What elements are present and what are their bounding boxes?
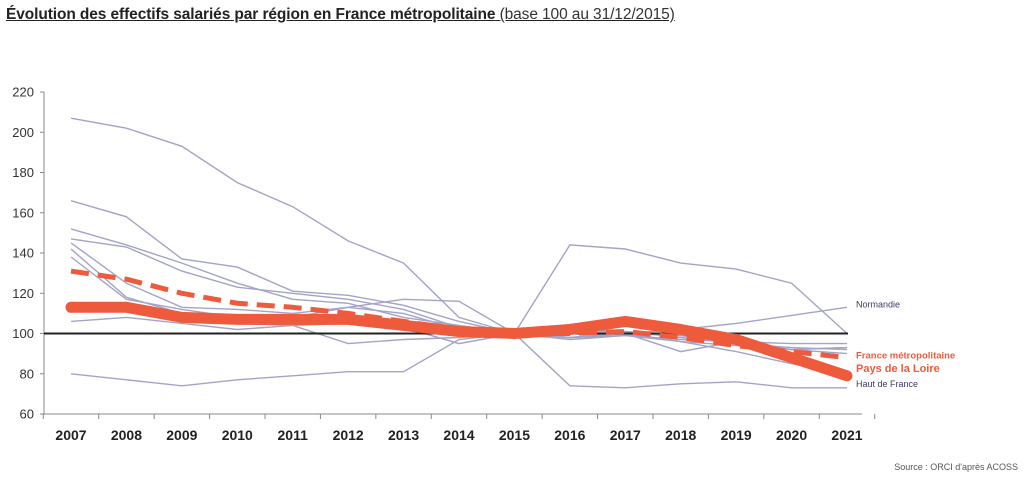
source-note: Source : ORCI d'après ACOSS	[894, 462, 1018, 472]
y-tick-label: 60	[20, 407, 34, 422]
x-tick-label: 2021	[831, 427, 862, 443]
x-tick-label: 2014	[443, 427, 474, 443]
chart-title: Évolution des effectifs salariés par rég…	[6, 6, 675, 24]
series-label-haut-de-france: Haut de France	[856, 379, 918, 389]
x-tick-label: 2017	[610, 427, 641, 443]
y-tick-label: 140	[12, 246, 34, 261]
x-tick-label: 2019	[721, 427, 752, 443]
x-tick-label: 2007	[55, 427, 86, 443]
chart-title-main: Évolution des effectifs salariés par rég…	[6, 6, 496, 23]
series-label-france-métropolitaine: France métropolitaine	[856, 351, 955, 362]
y-tick-label: 100	[12, 326, 34, 341]
x-tick-label: 2020	[776, 427, 807, 443]
x-tick-label: 2009	[166, 427, 197, 443]
x-tick-label: 2013	[388, 427, 419, 443]
series-line-haut-de-france	[70, 332, 848, 387]
y-tick-label: 180	[12, 165, 34, 180]
y-tick-label: 80	[20, 366, 34, 381]
x-tick-label: 2008	[111, 427, 142, 443]
y-tick-label: 200	[12, 125, 34, 140]
series-line-pays-de-la-loire	[65, 301, 853, 382]
chart-title-sub: (base 100 au 31/12/2015)	[499, 6, 675, 23]
x-tick-label: 2011	[278, 427, 309, 443]
x-tick-label: 2016	[554, 427, 585, 443]
x-tick-label: 2012	[333, 427, 364, 443]
series-line-region	[70, 200, 848, 335]
series-label-normandie: Normandie	[856, 299, 900, 309]
series-label-pays-de-la-loire: Pays de la Loire	[856, 363, 940, 375]
x-tick-label: 2018	[665, 427, 696, 443]
series-line-region	[70, 256, 847, 389]
x-tick-label: 2010	[222, 427, 253, 443]
series-line-normandie	[70, 306, 848, 345]
y-tick-label: 220	[12, 85, 34, 100]
y-tick-label: 120	[12, 286, 34, 301]
x-tick-label: 2015	[499, 427, 530, 443]
y-tick-label: 160	[12, 205, 34, 220]
